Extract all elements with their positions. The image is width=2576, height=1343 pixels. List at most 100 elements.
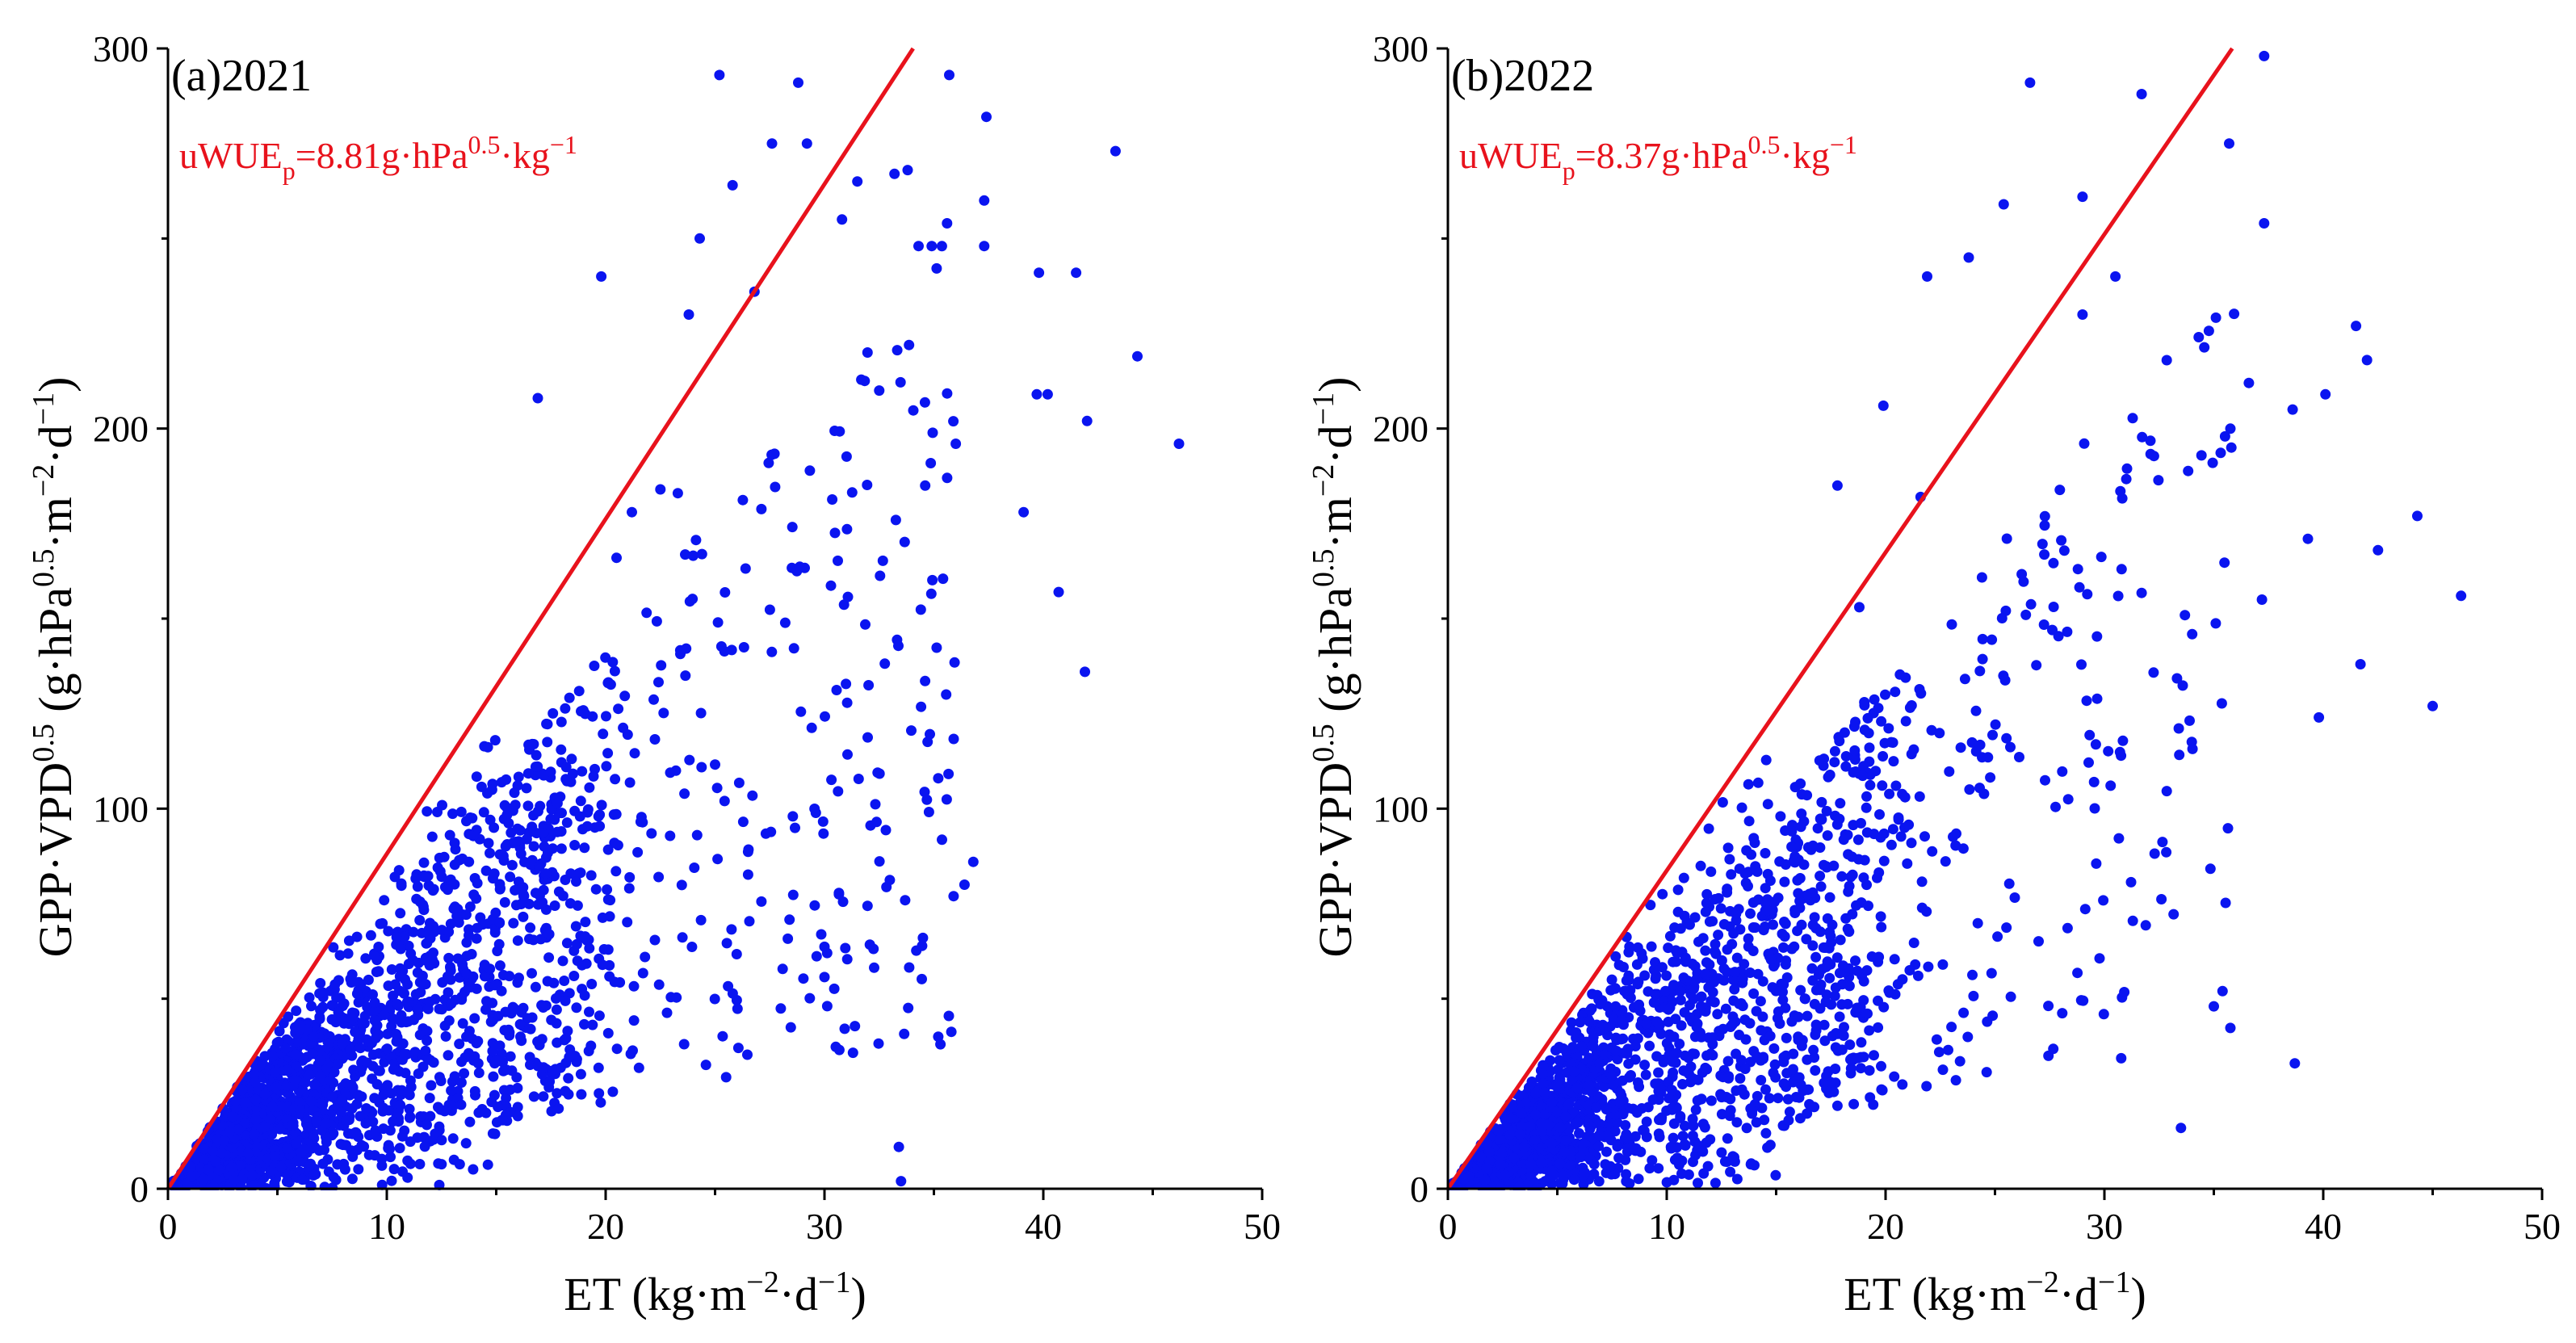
scatter-point [563,1072,574,1084]
scatter-point [1962,1031,1974,1043]
scatter-point [2174,749,2185,761]
scatter-point [1726,869,1737,880]
scatter-point [1546,1138,1557,1148]
scatter-point [487,1128,498,1139]
scatter-point [419,1141,430,1152]
scatter-point [2207,457,2218,468]
scatter-point [1639,1060,1651,1071]
scatter-point [919,397,930,408]
scatter-point [1864,1025,1875,1036]
scatter-point [486,784,497,795]
scatter-point [742,1049,753,1060]
scatter-point [1640,1069,1651,1081]
scatter-point [1831,952,1843,963]
scatter-point [1735,1072,1746,1084]
scatter-point [543,1081,555,1093]
scatter-point [2180,610,2191,621]
scatter-point [1663,1076,1674,1088]
scatter-point [1739,1089,1750,1100]
scatter-point [1705,1095,1717,1106]
x-tick-label: 50 [1244,1206,1281,1247]
scatter-point [522,800,534,812]
scatter-point [1855,1063,1866,1074]
scatter-point [1680,1065,1690,1076]
scatter-point [949,657,960,668]
scatter-point [1646,941,1657,952]
scatter-point [948,891,959,902]
scatter-point [386,964,397,975]
scatter-point [1653,1163,1664,1174]
scatter-point [319,1181,330,1190]
scatter-point [1756,1075,1767,1085]
scatter-point [731,949,742,959]
scatter-point [1584,1080,1595,1091]
scatter-point [1631,959,1643,970]
scatter-point [1835,934,1846,946]
scatter-point [2136,587,2147,598]
scatter-point [1883,723,1894,734]
scatter-point [838,599,850,611]
scatter-point [414,1159,426,1169]
scatter-point [712,854,724,865]
scatter-point [2016,569,2028,580]
scatter-point [1661,1105,1672,1116]
fit-annotation: uWUEp=8.37g·hPa0.5·kg−1 [1459,130,1857,185]
scatter-point [575,867,586,879]
scatter-point [742,846,753,858]
scatter-point [1764,1093,1775,1104]
scatter-point [501,802,513,813]
scatter-point [943,768,954,779]
scatter-point [2003,878,2015,889]
scatter-point [1664,1002,1676,1014]
scatter-point [1700,906,1711,917]
scatter-point [198,1173,209,1185]
scatter-point [1483,1147,1495,1157]
scatter-point [1623,975,1634,986]
scatter-point [208,1181,219,1190]
scatter-point [777,963,788,975]
scatter-point [514,972,524,984]
scatter-point [1663,1093,1675,1104]
scatter-point [2091,693,2103,704]
scatter-point [596,271,607,282]
scatter-point [1560,1135,1571,1146]
scatter-point [764,604,775,615]
scatter-point [353,1164,364,1175]
y-tick-label: 100 [1373,788,1429,829]
scatter-point [297,1174,308,1186]
scatter-point [1701,888,1713,900]
scatter-point [464,901,476,913]
scatter-point [1968,990,1979,1001]
scatter-point [500,841,511,852]
scatter-point [2168,909,2180,920]
scatter-point [1902,858,1913,869]
scatter-point [804,993,816,1004]
scatter-point [635,816,646,828]
scatter-point [1679,910,1690,921]
scatter-point [1815,881,1827,892]
scatter-point [821,947,833,959]
scatter-point [353,976,364,988]
scatter-point [454,1039,465,1050]
scatter-point [563,1089,574,1100]
scatter-point [560,995,571,1006]
scatter-point [1875,911,1886,922]
scatter-point [468,889,480,900]
scatter-point [1722,967,1733,978]
scatter-point [1756,1055,1766,1066]
scatter-point [1810,1065,1821,1076]
scatter-point [405,1075,416,1086]
scatter-point [1743,816,1755,827]
scatter-point [1919,831,1930,842]
scatter-point [1758,925,1769,936]
scatter-point [355,1043,366,1054]
scatter-point [367,1049,379,1060]
scatter-point [270,1151,281,1162]
scatter-point [565,868,577,879]
scatter-point [449,837,460,849]
scatter-point [1731,1085,1742,1096]
scatter-point [422,806,433,817]
scatter-point [483,837,494,849]
scatter-point [1897,974,1908,985]
scatter-point [919,787,930,798]
